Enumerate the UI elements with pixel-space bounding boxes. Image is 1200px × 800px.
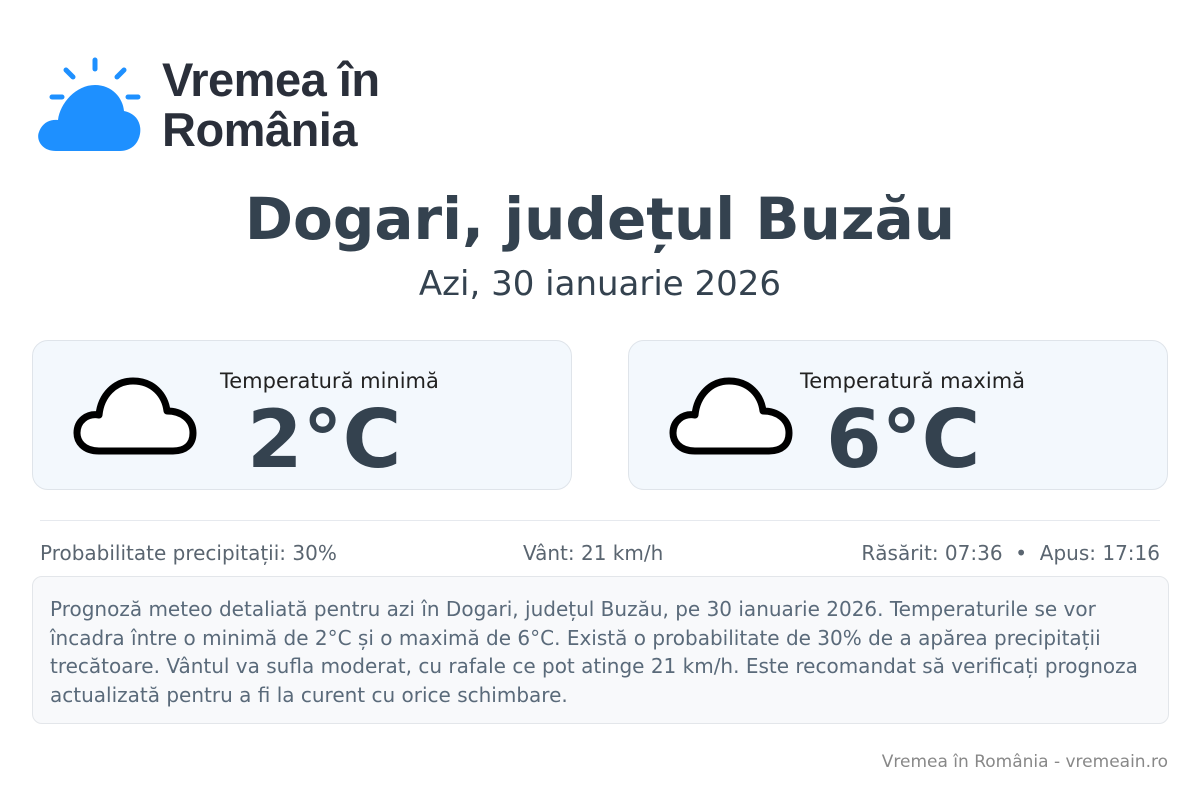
min-temp-value: 2°C bbox=[247, 393, 402, 486]
sun-cloud-logo-icon bbox=[38, 57, 141, 151]
cloud-icon bbox=[669, 377, 793, 455]
min-temp-label: Temperatură minimă bbox=[220, 369, 439, 393]
divider bbox=[40, 520, 1160, 521]
footer-credit[interactable]: Vremea în România - vremeain.ro bbox=[881, 752, 1168, 772]
brand-line-2: România bbox=[162, 103, 357, 156]
brand-name: Vremea în România bbox=[162, 55, 380, 155]
max-temp-label: Temperatură maximă bbox=[800, 369, 1026, 393]
logo[interactable]: Vremea în România bbox=[36, 55, 380, 155]
forecast-description: Prognoză meteo detaliată pentru azi în D… bbox=[32, 576, 1169, 724]
brand-line-1: Vremea în bbox=[162, 53, 380, 106]
page-title: Dogari, județul Buzău bbox=[244, 185, 956, 253]
cloud-icon bbox=[73, 377, 197, 455]
wind-stat: Vânt: 21 km/h bbox=[523, 541, 664, 565]
max-temp-card: Temperatură maximă 6°C bbox=[628, 340, 1168, 490]
precipitation-stat: Probabilitate precipitații: 30% bbox=[40, 541, 337, 565]
sunrise-sunset-stat: Răsărit: 07:36 • Apus: 17:16 bbox=[861, 541, 1160, 565]
max-temp-value: 6°C bbox=[826, 393, 981, 486]
min-temp-card: Temperatură minimă 2°C bbox=[32, 340, 572, 490]
forecast-date: Azi, 30 ianuarie 2026 bbox=[418, 264, 782, 304]
